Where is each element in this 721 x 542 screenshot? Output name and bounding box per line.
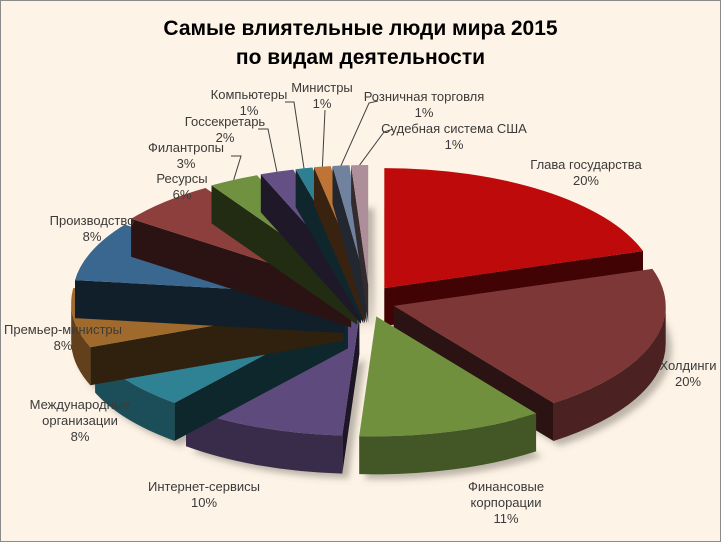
slice-side-wall <box>342 315 360 474</box>
leader-line <box>285 101 305 169</box>
pie-slice-3[interactable] <box>359 316 537 475</box>
chart-title-line1: Самые влиятельные люди мира 2015 <box>163 17 558 40</box>
slice-rim <box>71 303 91 386</box>
pie-slice-14[interactable] <box>351 164 369 324</box>
pie-slice-13[interactable] <box>332 165 367 324</box>
slice-side-wall <box>295 169 364 324</box>
leader-line <box>321 109 326 167</box>
slice-top <box>332 165 367 286</box>
slice-top <box>359 316 537 437</box>
slice-rim <box>359 413 537 475</box>
slice-rim <box>186 408 343 474</box>
chart-title-line2: по видам деятельности <box>235 46 486 69</box>
slice-side-wall <box>260 174 361 324</box>
slice-side-wall <box>211 185 358 325</box>
slice-side-wall <box>131 218 352 328</box>
chart-title: Самые влиятельные люди мира 2015 по вида… <box>1 14 720 72</box>
leader-lines <box>231 100 394 180</box>
slice-top <box>393 268 666 403</box>
leader-line <box>258 128 278 172</box>
leader-line <box>340 100 379 166</box>
slice-side-wall <box>314 167 365 324</box>
slice-side-wall <box>351 165 369 324</box>
slice-top <box>351 164 369 285</box>
leader-line <box>359 128 394 166</box>
slice-top <box>384 168 643 289</box>
pie-slices <box>71 164 666 475</box>
slice-rim <box>553 305 666 441</box>
leader-line <box>231 155 242 180</box>
slice-side-wall <box>332 166 367 324</box>
